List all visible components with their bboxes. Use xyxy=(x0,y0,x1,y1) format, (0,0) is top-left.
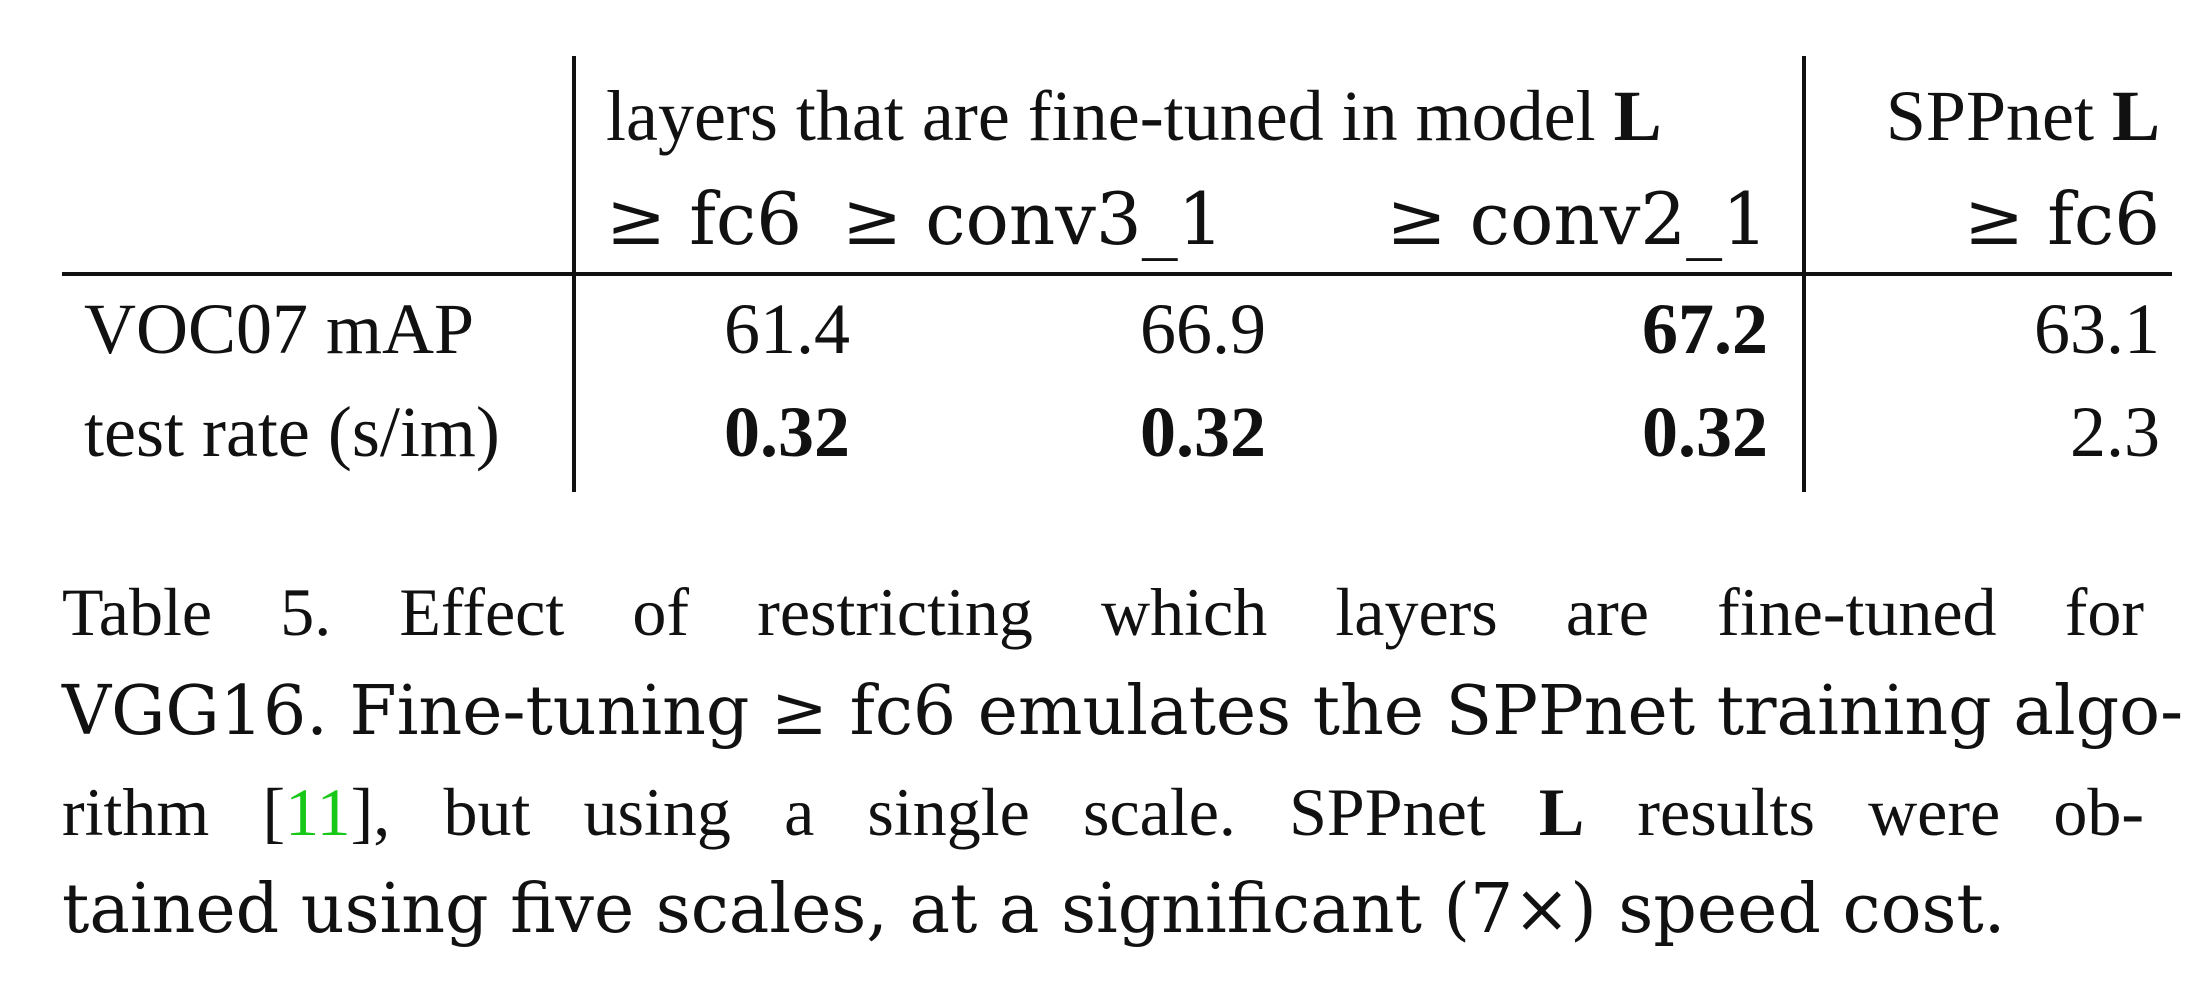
group-header-finetuned-layers-model: L xyxy=(1613,76,1662,156)
subheader-conv2-1: ≥ conv2_1 xyxy=(1386,177,1768,261)
caption-line-3-tail: results were ob- xyxy=(1584,774,2145,850)
value-test-rate-fc6: 0.32 xyxy=(724,392,850,472)
group-header-sppnet-model: L xyxy=(2111,76,2160,156)
group-header-sppnet-text: SPPnet xyxy=(1885,76,2112,156)
table-header-rule xyxy=(62,272,2172,276)
caption-line-3: rithm [11], but using a single scale. SP… xyxy=(62,778,2144,846)
subheader-conv3-1: ≥ conv3_1 xyxy=(842,177,1224,261)
subheader-fc6: ≥ fc6 xyxy=(606,177,802,261)
caption-line-3-prefix: rithm [ xyxy=(62,774,286,850)
caption-line-2: VGG16. Fine-tuning ≥ fc6 emulates the SP… xyxy=(62,672,2184,751)
citation-11-link[interactable]: 11 xyxy=(285,774,351,850)
results-table: layers that are fine-tuned in model L SP… xyxy=(62,56,2172,492)
row-label-test-rate: test rate (s/im) xyxy=(84,392,500,472)
caption-line-4: tained using five scales, at a significa… xyxy=(62,870,2006,949)
value-test-rate-conv3-1: 0.32 xyxy=(1140,392,1266,472)
value-voc07-fc6: 61.4 xyxy=(724,289,850,369)
caption-line-3-suffix: ], but using a single scale. SPPnet xyxy=(350,774,1539,850)
value-voc07-conv3-1: 66.9 xyxy=(1140,289,1266,369)
value-test-rate-sppnet-fc6: 2.3 xyxy=(2070,392,2160,472)
value-test-rate-conv2-1: 0.32 xyxy=(1642,392,1768,472)
table-caption: Table 5. Effect of restricting which lay… xyxy=(62,560,2184,960)
row-label-voc07-map: VOC07 mAP xyxy=(84,289,475,369)
caption-line-3-model: L xyxy=(1538,774,1585,850)
subheader-sppnet-fc6: ≥ fc6 xyxy=(1964,177,2160,261)
group-header-finetuned-layers-text: layers that are fine-tuned in model xyxy=(606,76,1614,156)
group-header-sppnet: SPPnet L xyxy=(1812,80,2160,152)
value-voc07-sppnet-fc6: 63.1 xyxy=(2034,289,2160,369)
value-voc07-conv2-1: 67.2 xyxy=(1642,289,1768,369)
group-header-finetuned-layers: layers that are fine-tuned in model L xyxy=(606,80,1662,152)
caption-line-1: Table 5. Effect of restricting which lay… xyxy=(62,574,2144,650)
